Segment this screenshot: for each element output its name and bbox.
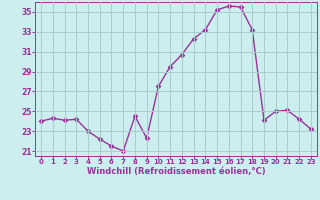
X-axis label: Windchill (Refroidissement éolien,°C): Windchill (Refroidissement éolien,°C)	[87, 167, 265, 176]
